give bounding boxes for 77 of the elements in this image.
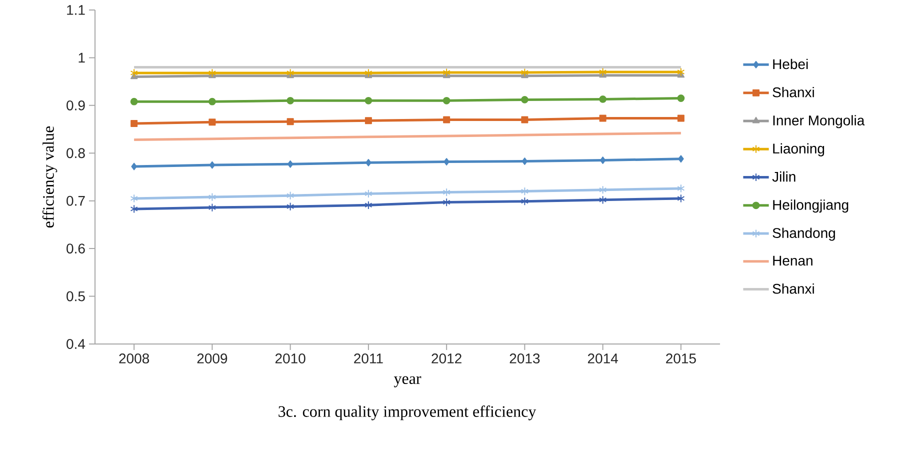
point bbox=[599, 186, 607, 194]
point bbox=[443, 116, 450, 124]
point bbox=[521, 116, 528, 124]
y-tick-label: 1 bbox=[78, 52, 85, 63]
point bbox=[677, 68, 685, 76]
point bbox=[208, 118, 216, 126]
point bbox=[442, 198, 450, 207]
point bbox=[286, 118, 294, 126]
point bbox=[208, 192, 216, 202]
point bbox=[130, 120, 138, 128]
y-tick-label: 0.7 bbox=[66, 196, 85, 206]
y-tick-label: 0.4 bbox=[66, 339, 86, 349]
point bbox=[364, 189, 372, 198]
line-series bbox=[132, 132, 682, 142]
y-tick-label: 0.5 bbox=[66, 291, 85, 302]
x-tick-label: 2014 bbox=[588, 354, 618, 364]
x-axis-title: year bbox=[394, 376, 422, 388]
legend-label: Inner Mongolia bbox=[773, 115, 865, 128]
point bbox=[364, 68, 372, 78]
point bbox=[520, 187, 528, 196]
point bbox=[131, 162, 137, 170]
legend-label: Hebei bbox=[773, 58, 808, 70]
point bbox=[130, 204, 138, 214]
point bbox=[364, 96, 372, 104]
legend-label: Liaoning bbox=[773, 143, 824, 156]
point bbox=[677, 194, 685, 203]
point bbox=[364, 117, 372, 124]
point bbox=[520, 197, 528, 206]
x-tick-label: 2015 bbox=[666, 354, 696, 364]
point bbox=[599, 114, 606, 122]
point bbox=[287, 160, 294, 168]
point bbox=[522, 158, 528, 165]
point bbox=[444, 158, 450, 166]
point bbox=[209, 161, 216, 169]
point bbox=[286, 202, 294, 211]
point bbox=[520, 96, 528, 104]
point bbox=[208, 203, 216, 212]
x-tick-label: 2010 bbox=[275, 354, 306, 364]
point bbox=[286, 68, 294, 78]
point bbox=[366, 158, 372, 166]
legend-label: Shanxi bbox=[772, 86, 814, 98]
point bbox=[599, 96, 607, 103]
point bbox=[599, 68, 607, 76]
point bbox=[286, 191, 294, 200]
point bbox=[442, 96, 450, 104]
point bbox=[600, 156, 606, 164]
legend-label: Shanxi bbox=[772, 283, 814, 294]
point bbox=[442, 188, 450, 197]
point bbox=[442, 68, 450, 77]
point bbox=[208, 68, 216, 78]
point bbox=[130, 194, 138, 203]
legend-label: Henan bbox=[773, 256, 812, 266]
point bbox=[130, 98, 138, 106]
y-axis-title: efficiency value bbox=[42, 126, 58, 228]
point bbox=[520, 68, 528, 77]
legend-label: Jilin bbox=[772, 171, 796, 182]
y-tick-label: 0.8 bbox=[66, 148, 85, 158]
x-tick-label: 2012 bbox=[432, 354, 462, 364]
point bbox=[677, 184, 685, 193]
legend-label: Shandong bbox=[772, 228, 835, 241]
y-tick-label: 1.1 bbox=[67, 5, 85, 15]
point bbox=[286, 96, 294, 104]
point bbox=[678, 155, 684, 163]
point bbox=[677, 94, 685, 102]
point bbox=[364, 200, 372, 210]
x-tick-label: 2008 bbox=[119, 354, 150, 364]
x-tick-label: 2013 bbox=[510, 354, 540, 364]
point bbox=[130, 68, 138, 78]
x-tick-label: 2009 bbox=[197, 354, 228, 364]
x-tick-label: 2011 bbox=[354, 354, 383, 364]
point bbox=[208, 98, 216, 106]
text: 3c. corn quality improvement efficiency bbox=[278, 406, 536, 420]
y-tick-label: 0.6 bbox=[66, 244, 85, 254]
y-tick-label: 0.9 bbox=[66, 100, 85, 110]
point bbox=[677, 114, 684, 122]
legend-label: Heilongjiang bbox=[773, 200, 848, 213]
point bbox=[599, 196, 607, 204]
